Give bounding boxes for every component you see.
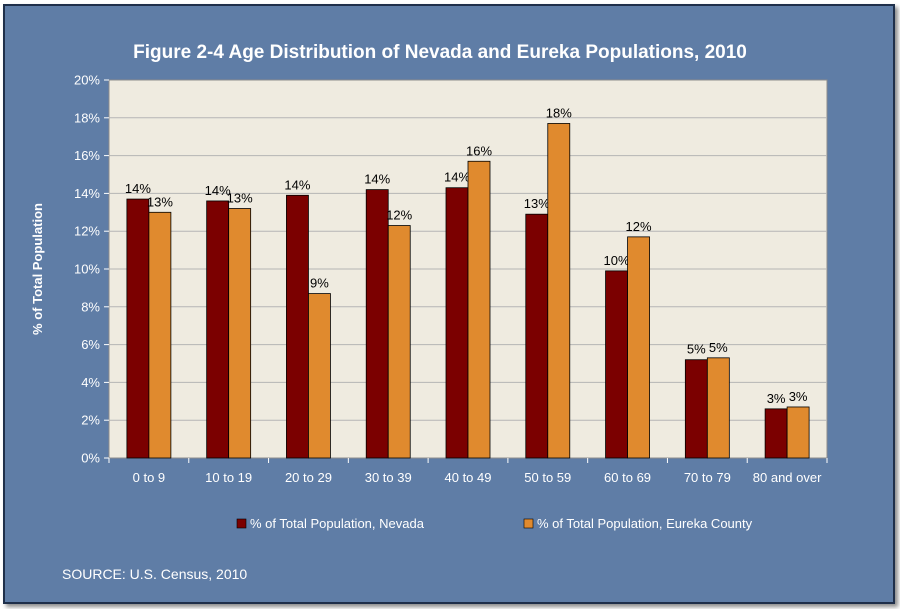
chart-frame: Figure 2-4 Age Distribution of Nevada an…	[3, 4, 895, 604]
bar-nevada	[525, 213, 549, 459]
y-tick-label: 14%	[74, 186, 100, 201]
bar-nevada	[126, 198, 150, 459]
data-label: 14%	[364, 172, 390, 187]
bar-eureka	[467, 160, 491, 459]
data-label: 12%	[386, 208, 412, 223]
y-tick-label: 0%	[81, 451, 100, 466]
x-tick-label: 40 to 49	[445, 470, 492, 485]
data-label: 14%	[205, 183, 231, 198]
data-label: 16%	[466, 143, 492, 158]
y-tick-label: 10%	[74, 262, 100, 277]
bar-eureka	[627, 236, 650, 459]
data-label: 3%	[767, 391, 786, 406]
x-tick-label: 0 to 9	[133, 470, 166, 485]
y-tick-label: 18%	[74, 110, 100, 125]
data-label: 13%	[524, 196, 550, 211]
y-tick-label: 12%	[74, 224, 100, 239]
data-label: 14%	[125, 181, 151, 196]
data-label: 5%	[709, 340, 728, 355]
x-tick-label: 10 to 19	[205, 470, 252, 485]
data-label: 14%	[284, 177, 310, 192]
x-tick-label: 80 and over	[753, 470, 822, 485]
y-tick-label: 16%	[74, 148, 100, 163]
x-tick-label: 70 to 79	[684, 470, 731, 485]
y-tick-label: 20%	[74, 73, 100, 88]
legend-swatch	[523, 518, 534, 529]
bar-eureka	[547, 123, 571, 459]
bar-nevada	[445, 187, 469, 459]
chart-title: Figure 2-4 Age Distribution of Nevada an…	[133, 42, 747, 63]
bar-eureka	[148, 211, 172, 459]
y-tick-label: 2%	[81, 413, 100, 428]
bar-nevada	[605, 270, 628, 459]
bar-nevada	[286, 194, 309, 459]
bar-eureka	[706, 357, 730, 459]
data-label: 9%	[310, 276, 329, 291]
y-axis-title: % of Total Population	[30, 203, 45, 335]
data-label: 5%	[687, 342, 706, 357]
x-tick-label: 20 to 29	[285, 470, 332, 485]
x-tick-label: 60 to 69	[604, 470, 651, 485]
x-tick-label: 30 to 39	[365, 470, 412, 485]
data-label: 13%	[147, 194, 173, 209]
bar-eureka	[308, 293, 331, 459]
y-tick-label: 6%	[81, 337, 100, 352]
legend-swatch	[236, 518, 247, 529]
legend-label: % of Total Population, Eureka County	[537, 516, 753, 531]
chart-svg: 0% 2% 4% 6% 8% 10% 12% 14% 16% 18% 20% % of Total P…	[30, 73, 828, 531]
x-tick-label: 50 to 59	[524, 470, 571, 485]
y-tick-label: 8%	[81, 299, 100, 314]
bar-eureka	[387, 225, 411, 459]
data-label: 13%	[227, 191, 253, 206]
bar-nevada	[206, 200, 230, 459]
data-label: 10%	[604, 253, 630, 268]
bar-eureka	[786, 406, 810, 459]
source-note: SOURCE: U.S. Census, 2010	[62, 566, 248, 582]
data-label: 12%	[626, 219, 652, 234]
bar-nevada	[764, 408, 788, 459]
bar-nevada	[684, 359, 708, 459]
data-label: 3%	[789, 389, 808, 404]
data-label: 14%	[444, 170, 470, 185]
data-label: 18%	[546, 105, 572, 120]
bar-nevada	[365, 189, 389, 459]
legend-label: % of Total Population, Nevada	[250, 516, 425, 531]
y-tick-label: 4%	[81, 375, 100, 390]
bar-eureka	[228, 208, 252, 459]
